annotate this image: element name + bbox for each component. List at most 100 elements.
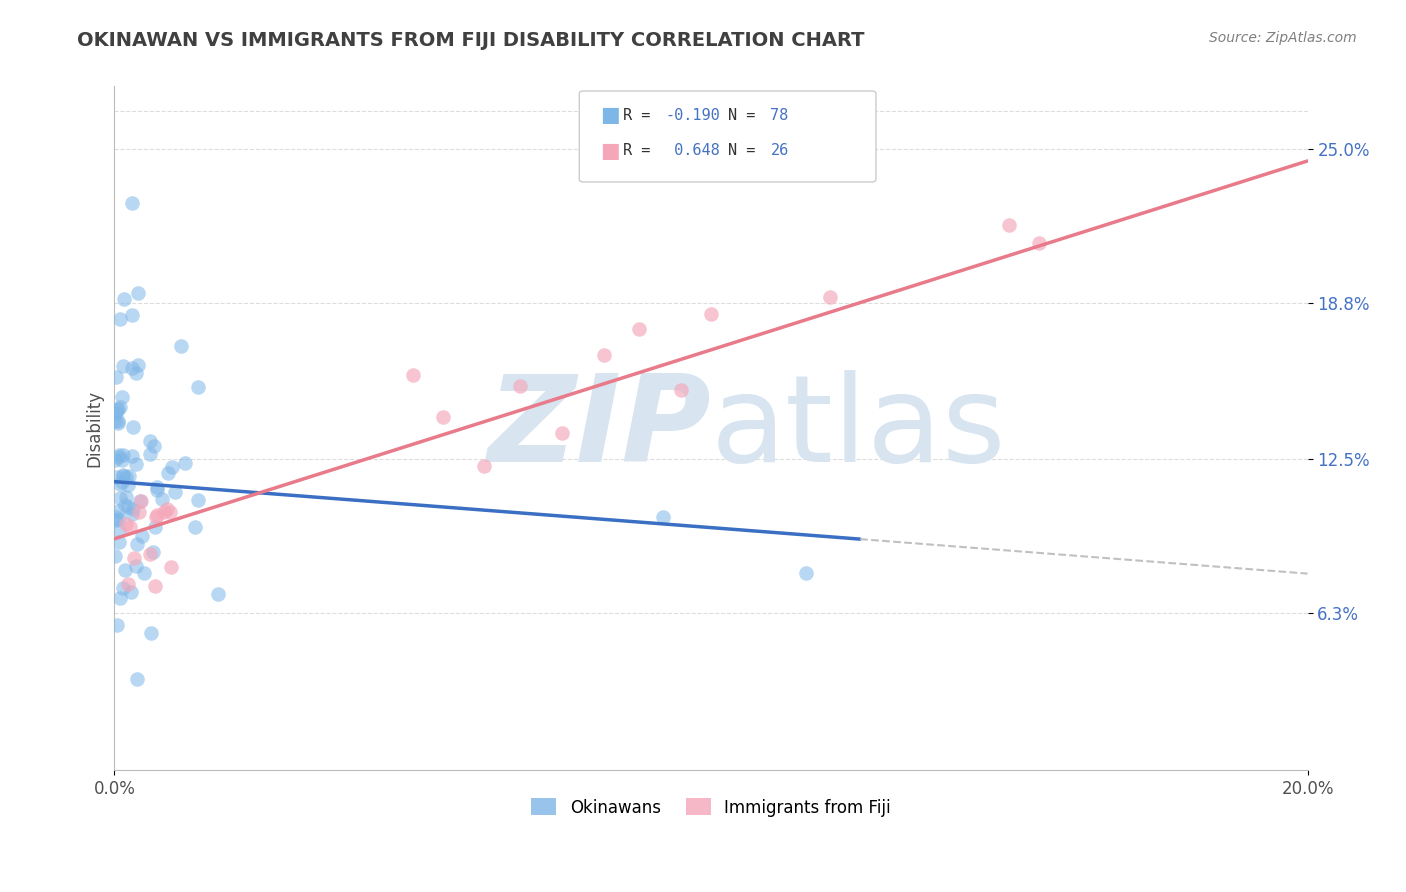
Point: [108, 523, 131, 537]
Point: [112, 448, 135, 462]
Point: [111, 359, 134, 373]
Point: [104, 510, 127, 524]
Point: [118, 520, 141, 534]
Point: [122, 550, 145, 565]
Point: [104, 470, 127, 484]
Text: 0.648: 0.648: [665, 144, 720, 158]
Text: ■: ■: [600, 141, 620, 161]
Point: [472, 459, 495, 474]
Point: [114, 563, 136, 577]
Point: [146, 483, 169, 498]
Legend: Okinawans, Immigrants from Fiji: Okinawans, Immigrants from Fiji: [524, 792, 897, 823]
Point: [142, 545, 165, 559]
Point: [125, 457, 148, 471]
Text: -0.190: -0.190: [665, 108, 720, 122]
Point: [129, 494, 152, 508]
Text: R =: R =: [623, 144, 659, 158]
Point: [111, 468, 134, 483]
Point: [652, 509, 675, 524]
Point: [146, 508, 169, 523]
Point: [121, 361, 143, 376]
Point: [112, 468, 135, 483]
Point: [110, 591, 132, 605]
Point: [128, 505, 150, 519]
Point: [122, 501, 145, 516]
Point: [145, 510, 167, 524]
Point: [104, 452, 127, 467]
Text: R =: R =: [623, 108, 659, 122]
Point: [820, 290, 842, 304]
Text: N =: N =: [728, 108, 765, 122]
Point: [104, 513, 127, 527]
Point: [117, 577, 139, 591]
Text: 78: 78: [770, 108, 789, 122]
Point: [108, 512, 131, 526]
Point: [107, 416, 129, 430]
Point: [998, 218, 1021, 232]
Point: [160, 459, 183, 474]
Point: [143, 520, 166, 534]
Point: [112, 292, 135, 306]
Point: [107, 504, 129, 518]
Point: [159, 560, 181, 574]
Point: [132, 566, 155, 580]
Point: [127, 285, 149, 300]
Point: [139, 447, 162, 461]
Point: [628, 322, 651, 336]
Point: [108, 477, 131, 491]
Point: [117, 478, 139, 492]
Point: [122, 420, 145, 434]
Point: [131, 529, 153, 543]
Point: [107, 414, 129, 428]
Point: [125, 558, 148, 573]
Text: 26: 26: [770, 144, 789, 158]
Point: [112, 581, 135, 595]
Point: [432, 410, 454, 425]
Point: [108, 534, 131, 549]
Point: [138, 434, 160, 448]
Point: [125, 366, 148, 380]
Point: [184, 520, 207, 534]
Point: [120, 585, 142, 599]
Point: [111, 390, 134, 404]
Point: [592, 347, 614, 361]
Point: [187, 380, 209, 394]
Point: [127, 358, 149, 372]
Point: [159, 505, 181, 519]
Point: [139, 547, 162, 561]
Point: [402, 368, 425, 382]
Text: ■: ■: [600, 105, 620, 125]
Point: [153, 505, 176, 519]
Point: [121, 450, 143, 464]
Point: [118, 469, 141, 483]
Point: [157, 466, 180, 480]
Point: [145, 480, 167, 494]
Point: [114, 498, 136, 512]
Point: [669, 383, 692, 397]
Point: [105, 370, 128, 384]
Point: [105, 618, 128, 632]
Point: [104, 414, 127, 428]
Point: [115, 470, 138, 484]
Point: [104, 549, 127, 563]
Point: [796, 566, 818, 580]
Point: [187, 493, 209, 508]
Point: [1028, 235, 1050, 250]
Point: [125, 672, 148, 686]
Point: [105, 402, 128, 417]
Point: [107, 402, 129, 417]
Point: [156, 502, 179, 516]
Text: N =: N =: [728, 144, 765, 158]
Text: Source: ZipAtlas.com: Source: ZipAtlas.com: [1209, 31, 1357, 45]
Point: [108, 311, 131, 326]
Point: [509, 379, 531, 393]
Point: [170, 339, 193, 353]
Point: [105, 407, 128, 421]
Point: [129, 494, 152, 508]
Point: [121, 508, 143, 522]
Point: [165, 484, 187, 499]
Point: [142, 439, 165, 453]
Point: [110, 475, 132, 489]
Point: [108, 448, 131, 462]
Point: [108, 491, 131, 506]
